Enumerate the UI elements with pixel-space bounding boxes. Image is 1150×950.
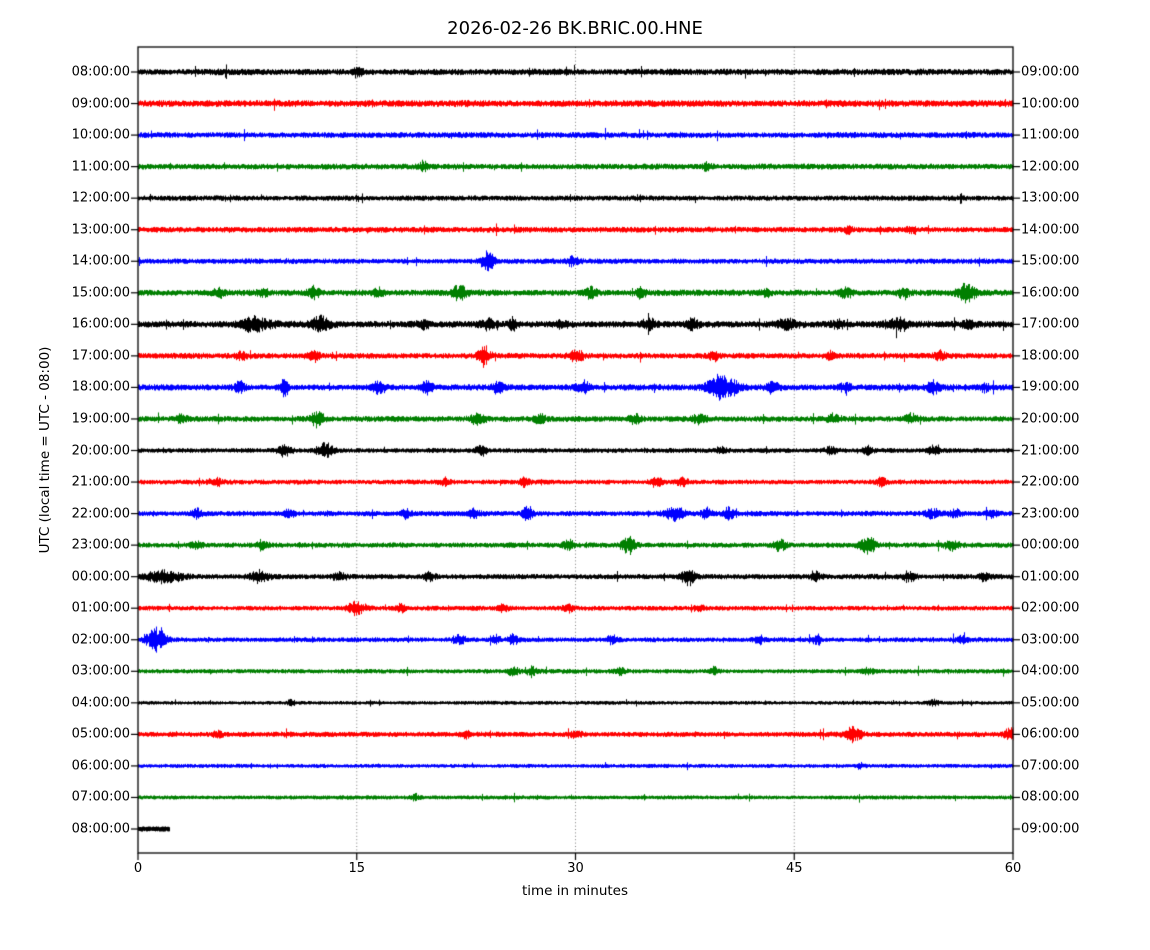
local-time-label: 06:00:00 <box>1021 726 1080 742</box>
local-time-label: 15:00:00 <box>1021 253 1080 269</box>
utc-time-label: 19:00:00 <box>71 411 130 427</box>
utc-time-label: 21:00:00 <box>71 474 130 490</box>
utc-time-label: 08:00:00 <box>71 821 130 837</box>
utc-time-label: 10:00:00 <box>71 127 130 143</box>
local-time-label: 03:00:00 <box>1021 632 1080 648</box>
local-time-label: 02:00:00 <box>1021 600 1080 616</box>
x-tick-label: 15 <box>348 861 366 876</box>
utc-time-label: 23:00:00 <box>71 537 130 553</box>
x-tick-label: 45 <box>785 861 803 876</box>
local-time-label: 12:00:00 <box>1021 159 1080 175</box>
local-time-label: 04:00:00 <box>1021 663 1080 679</box>
utc-time-label: 01:00:00 <box>71 600 130 616</box>
local-time-label: 18:00:00 <box>1021 348 1080 364</box>
utc-time-label: 07:00:00 <box>71 789 130 805</box>
utc-time-label: 20:00:00 <box>71 443 130 458</box>
utc-time-label: 13:00:00 <box>71 222 130 238</box>
local-time-label: 05:00:00 <box>1021 695 1080 711</box>
local-time-label: 09:00:00 <box>1021 821 1080 837</box>
utc-time-label: 17:00:00 <box>71 348 130 364</box>
local-time-label: 10:00:00 <box>1021 96 1080 112</box>
utc-time-label: 15:00:00 <box>71 285 130 301</box>
local-time-label: 00:00:00 <box>1021 537 1080 553</box>
local-time-label: 09:00:00 <box>1021 64 1080 80</box>
utc-time-label: 08:00:00 <box>71 64 130 80</box>
utc-time-label: 16:00:00 <box>71 316 130 332</box>
local-time-label: 14:00:00 <box>1021 222 1080 238</box>
utc-time-label: 03:00:00 <box>71 663 130 679</box>
x-tick-label: 60 <box>1004 861 1022 876</box>
local-time-label: 11:00:00 <box>1021 127 1080 143</box>
utc-time-label: 12:00:00 <box>71 190 130 206</box>
local-time-label: 13:00:00 <box>1021 190 1080 206</box>
utc-time-label: 18:00:00 <box>71 379 130 395</box>
utc-time-label: 14:00:00 <box>71 253 130 269</box>
x-tick-label: 0 <box>133 861 143 876</box>
local-time-label: 20:00:00 <box>1021 411 1080 427</box>
local-time-label: 19:00:00 <box>1021 379 1080 395</box>
local-time-label: 21:00:00 <box>1021 443 1080 458</box>
plot-title: 2026-02-26 BK.BRIC.00.HNE <box>447 18 703 39</box>
utc-time-label: 04:00:00 <box>71 695 130 711</box>
utc-time-label: 00:00:00 <box>71 569 130 585</box>
local-time-label: 01:00:00 <box>1021 569 1080 585</box>
local-time-label: 23:00:00 <box>1021 506 1080 522</box>
utc-time-label: 06:00:00 <box>71 758 130 774</box>
x-tick-label: 30 <box>567 861 584 876</box>
local-time-label: 08:00:00 <box>1021 789 1080 805</box>
local-time-label: 22:00:00 <box>1021 474 1080 490</box>
local-time-label: 16:00:00 <box>1021 285 1080 301</box>
local-time-label: 17:00:00 <box>1021 316 1080 332</box>
x-axis-label: time in minutes <box>521 883 629 899</box>
utc-time-label: 02:00:00 <box>71 632 130 648</box>
utc-time-label: 11:00:00 <box>71 159 130 175</box>
utc-time-label: 22:00:00 <box>71 506 130 522</box>
local-time-label: 07:00:00 <box>1021 758 1080 774</box>
utc-time-label: 05:00:00 <box>71 726 130 742</box>
utc-time-label: 09:00:00 <box>71 96 130 112</box>
